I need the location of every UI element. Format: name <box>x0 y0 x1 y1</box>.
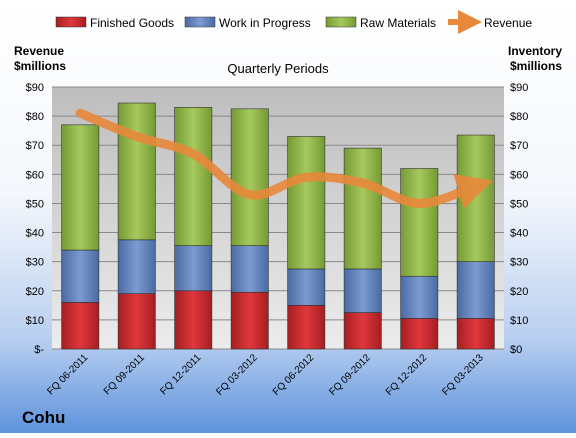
left-tick-label: $10 <box>26 315 44 327</box>
bar-finished-goods <box>456 318 495 350</box>
bar-work-in-progress <box>174 245 213 292</box>
bar-finished-goods <box>287 305 326 350</box>
left-axis-ticks: $- $10 $20 $30 $40 $50 $60 $70 $80 $90 <box>26 82 45 356</box>
bar-raw-materials <box>287 136 326 270</box>
bars <box>61 102 495 350</box>
right-tick-label: $60 <box>510 169 528 181</box>
x-axis-labels: FQ 06-2011 FQ 09-2011 FQ 12-2011 FQ 03-2012… <box>45 352 486 398</box>
left-axis-title-line2: $millions <box>14 59 66 73</box>
chart-title: Quarterly Periods <box>227 61 329 76</box>
bar-work-in-progress <box>61 249 100 303</box>
left-tick-label: $- <box>34 344 44 356</box>
x-tick-label: FQ 12-2011 <box>158 352 203 397</box>
right-tick-label: $50 <box>510 198 528 210</box>
right-tick-label: $20 <box>510 286 528 298</box>
legend-swatch <box>184 16 216 28</box>
bar-finished-goods <box>174 290 213 350</box>
left-tick-label: $60 <box>26 169 44 181</box>
bar-raw-materials <box>456 134 495 262</box>
bar-finished-goods <box>230 291 269 350</box>
bar-finished-goods <box>343 312 382 350</box>
revenue-line <box>75 108 493 209</box>
legend-label: Finished Goods <box>90 16 174 30</box>
x-tick-label: FQ 06-2012 <box>271 352 317 398</box>
bar-raw-materials <box>117 102 156 241</box>
bar-raw-materials <box>174 107 213 246</box>
bar-work-in-progress <box>343 268 382 313</box>
bar-raw-materials <box>61 124 100 251</box>
right-tick-label: $30 <box>510 257 528 269</box>
bar-finished-goods <box>117 293 156 350</box>
legend-label: Raw Materials <box>360 16 436 30</box>
bar-raw-materials <box>400 168 439 277</box>
left-tick-label: $20 <box>26 286 44 298</box>
bar-work-in-progress <box>287 268 326 306</box>
left-axis-title-line1: Revenue <box>14 44 64 58</box>
legend-swatch <box>55 16 87 28</box>
right-tick-label: $40 <box>510 228 528 240</box>
x-tick-label: FQ 06-2011 <box>45 352 90 397</box>
bar-work-in-progress <box>230 245 269 293</box>
legend-label: Revenue <box>484 16 532 30</box>
bar-work-in-progress <box>456 261 495 319</box>
x-tick-label: FQ 03-2013 <box>440 352 486 398</box>
legend: Finished Goods Work in Progress Raw Materi… <box>55 10 532 34</box>
left-tick-label: $50 <box>26 198 44 210</box>
left-tick-label: $30 <box>26 257 44 269</box>
bar-raw-materials <box>230 108 269 246</box>
left-tick-label: $80 <box>26 111 44 123</box>
right-tick-label: $80 <box>510 111 528 123</box>
right-axis-title-line1: Inventory <box>508 44 562 58</box>
right-axis-ticks: $0 $10 $20 $30 $40 $50 $60 $70 $80 $90 <box>510 82 528 356</box>
left-tick-label: $40 <box>26 228 44 240</box>
bar-finished-goods <box>400 318 439 350</box>
company-name: Cohu <box>22 408 65 427</box>
x-tick-label: FQ 09-2012 <box>327 352 373 398</box>
revenue-line-path <box>75 108 493 209</box>
right-tick-label: $90 <box>510 82 528 94</box>
bar-finished-goods <box>61 302 100 350</box>
bar-work-in-progress <box>117 239 156 294</box>
legend-swatch <box>325 16 357 28</box>
bar-work-in-progress <box>400 275 439 319</box>
x-tick-label: FQ 09-2011 <box>102 352 147 397</box>
x-tick-label: FQ 12-2012 <box>384 352 430 398</box>
legend-label: Work in Progress <box>219 16 311 30</box>
left-tick-label: $90 <box>26 82 44 94</box>
x-tick-label: FQ 03-2012 <box>214 352 260 398</box>
right-tick-label: $0 <box>510 344 522 356</box>
right-tick-label: $70 <box>510 140 528 152</box>
right-tick-label: $10 <box>510 315 528 327</box>
bar-raw-materials <box>343 147 382 270</box>
left-tick-label: $70 <box>26 140 44 152</box>
right-axis-title-line2: $millions <box>510 59 562 73</box>
